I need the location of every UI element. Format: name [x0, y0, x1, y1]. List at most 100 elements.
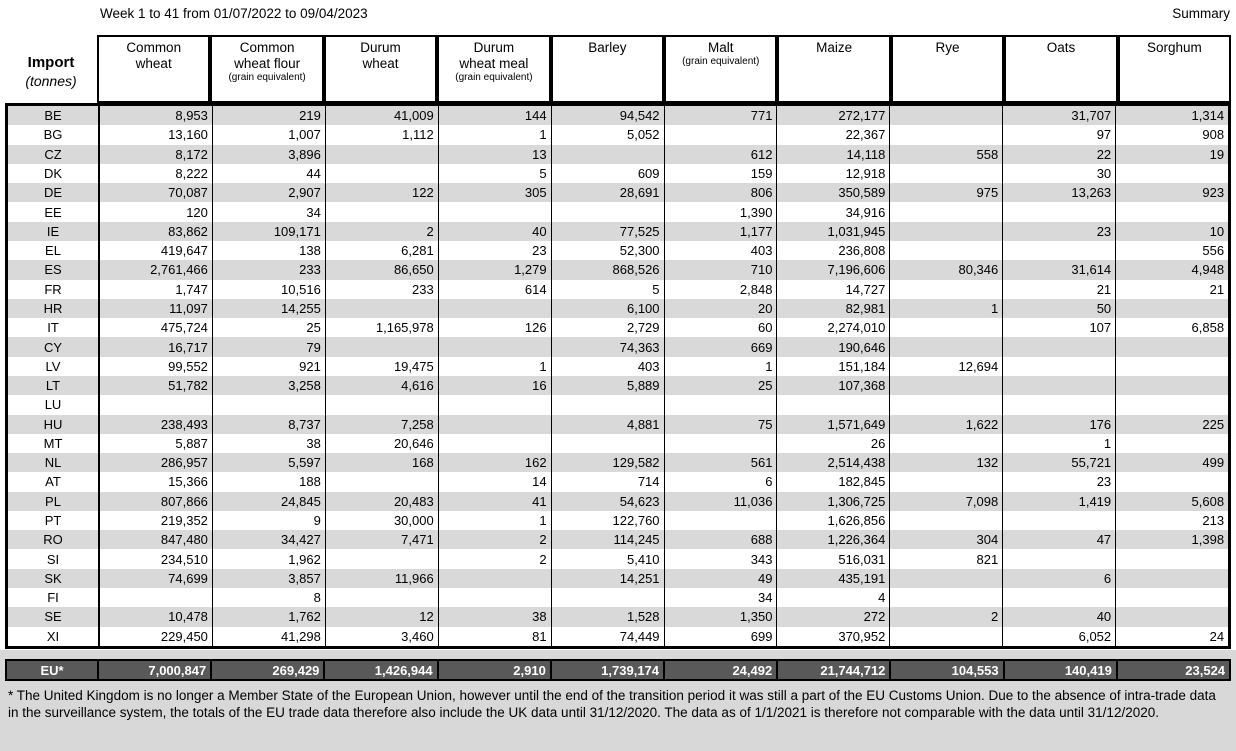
value-cell: 97 [1003, 125, 1117, 145]
value-cell: 688 [664, 530, 778, 550]
value-cell [1116, 588, 1229, 608]
table-row: FI 8 34 4 [8, 588, 1229, 608]
row-label: FR [8, 279, 100, 299]
value-cell [1003, 395, 1117, 415]
total-value-cell: 104,553 [891, 661, 1005, 679]
value-cell: 975 [890, 183, 1004, 203]
value-cell [1003, 337, 1117, 357]
value-cell: 7,098 [890, 491, 1004, 511]
value-cell: 114,245 [551, 530, 665, 550]
value-cell: 4,616 [325, 375, 439, 396]
row-header-title: Import (tonnes) [5, 53, 97, 91]
value-cell: 847,480 [100, 530, 213, 550]
value-cell: 1 [438, 510, 552, 531]
value-cell: 8,953 [100, 106, 213, 126]
value-cell: 561 [664, 453, 778, 473]
value-cell: 516,031 [777, 549, 891, 569]
value-cell: 213 [1116, 510, 1229, 531]
total-value-cell: 21,744,712 [778, 661, 892, 679]
row-label: DE [8, 183, 100, 203]
row-label: PL [8, 491, 100, 511]
value-cell: 9 [212, 510, 326, 531]
value-cell: 6 [1003, 568, 1117, 589]
value-cell [1116, 298, 1229, 319]
value-cell: 2,729 [551, 318, 665, 338]
value-cell [325, 337, 439, 357]
value-cell [325, 588, 439, 608]
value-cell: 304 [890, 530, 1004, 550]
value-cell [551, 433, 665, 454]
import-label: Import [27, 54, 75, 71]
value-cell: 3,857 [212, 568, 326, 589]
value-cell: 908 [1116, 125, 1229, 145]
table-row: AT 15,366 188 14 714 6 182,845 23 [8, 472, 1229, 492]
value-cell [890, 375, 1004, 396]
table-row: MT 5,887 38 20,646 26 1 [8, 433, 1229, 454]
value-cell: 5,052 [551, 125, 665, 145]
value-cell: 60 [664, 318, 778, 338]
value-cell: 13 [438, 144, 552, 164]
value-cell: 80,346 [890, 260, 1004, 280]
value-cell: 168 [325, 453, 439, 473]
value-cell: 74,363 [551, 337, 665, 357]
column-header: Common wheat [97, 35, 211, 103]
value-cell [551, 144, 665, 164]
value-cell [890, 125, 1004, 145]
value-cell [438, 568, 552, 589]
column-header: Barley [550, 35, 665, 103]
value-cell [890, 433, 1004, 454]
column-header: Sorghum [1117, 35, 1232, 103]
value-cell: 188 [212, 472, 326, 492]
value-cell: 25 [212, 318, 326, 338]
value-cell: 5,608 [1116, 491, 1229, 511]
value-cell: 44 [212, 163, 326, 184]
value-cell: 52,300 [551, 240, 665, 261]
table-row: PT 219,352 9 30,000 1 122,760 1,626,856 213 [8, 510, 1229, 531]
value-cell: 1,747 [100, 279, 213, 299]
value-cell: 10,478 [100, 607, 213, 627]
value-cell: 109,171 [212, 221, 326, 241]
value-cell: 20,483 [325, 491, 439, 511]
column-header-label: Rye [935, 40, 960, 55]
value-cell: 34 [212, 202, 326, 222]
value-cell: 1 [890, 298, 1004, 319]
row-label: PT [8, 510, 100, 531]
value-cell: 272 [777, 607, 891, 627]
value-cell: 10,516 [212, 279, 326, 299]
total-value-cell: 24,492 [665, 661, 779, 679]
value-cell: 86,650 [325, 260, 439, 280]
import-unit-label: (tonnes) [25, 73, 77, 89]
row-label: IE [8, 221, 100, 241]
value-cell: 14,251 [551, 568, 665, 589]
value-cell: 31,707 [1003, 106, 1117, 126]
table-row: EE 120 34 1,390 34,916 [8, 202, 1229, 222]
value-cell: 151,184 [777, 356, 891, 376]
value-cell: 612 [664, 144, 778, 164]
value-cell: 923 [1116, 183, 1229, 203]
value-cell: 1,165,978 [325, 318, 439, 338]
table-row: DK 8,222 44 5 609 159 12,918 30 [8, 163, 1229, 184]
column-header-label: Barley [588, 40, 627, 55]
column-header-label: Durum wheat meal [459, 40, 529, 71]
value-cell: 5,889 [551, 375, 665, 396]
row-label: SK [8, 568, 100, 589]
row-label: LU [8, 395, 100, 415]
value-cell: 16,717 [100, 337, 213, 357]
value-cell: 25 [664, 375, 778, 396]
value-cell: 14,255 [212, 298, 326, 319]
value-cell [438, 414, 552, 434]
import-table-body: BE 8,953 219 41,009 144 94,542 771 272,177 31,70… [5, 103, 1231, 649]
value-cell: 558 [890, 144, 1004, 164]
eu-total-row: EU* 7,000,847 269,429 1,426,944 2,910 1,739,1… [5, 659, 1231, 681]
total-value-cell: 1,739,174 [552, 661, 666, 679]
value-cell: 41,298 [212, 626, 326, 646]
value-cell: 238,493 [100, 414, 213, 434]
value-cell: 710 [664, 260, 778, 280]
value-cell: 6,052 [1003, 626, 1117, 646]
value-cell: 343 [664, 549, 778, 569]
total-value-cell: 23,524 [1185, 662, 1226, 678]
column-header-label: Maize [816, 40, 853, 55]
value-cell: 79 [212, 337, 326, 357]
value-cell [1116, 395, 1229, 415]
value-cell [438, 588, 552, 608]
